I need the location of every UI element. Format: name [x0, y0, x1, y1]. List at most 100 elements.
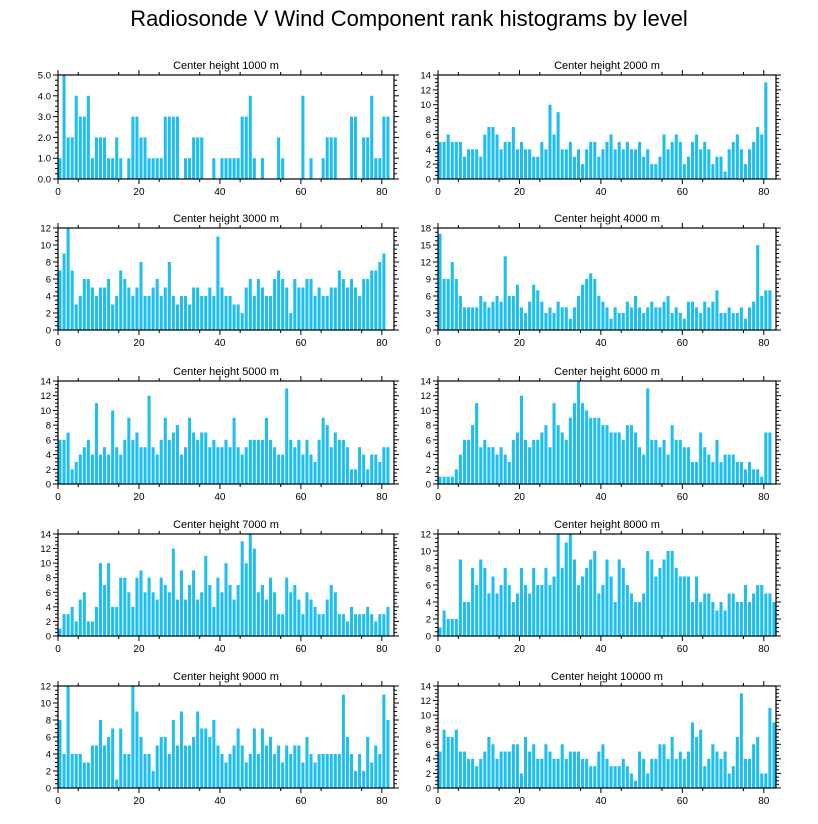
bar [252, 728, 256, 788]
y-tick-label: 10 [420, 711, 431, 722]
bar [135, 577, 139, 636]
y-tick-label: 10 [40, 406, 51, 417]
bar [511, 127, 515, 179]
y-tick-label: 6 [426, 435, 431, 446]
bar [524, 737, 528, 788]
y-tick-label: 6 [426, 292, 431, 303]
bar [107, 737, 111, 788]
bar [471, 425, 475, 484]
y-tick-label: 0 [46, 326, 51, 337]
bar [78, 754, 82, 788]
bar [325, 599, 329, 636]
bar [131, 686, 135, 788]
bar [633, 149, 638, 179]
y-tick-label: 8 [46, 716, 51, 727]
bar [183, 447, 188, 484]
bar [711, 301, 715, 330]
bar [135, 711, 139, 788]
bar [735, 602, 739, 636]
bar [682, 318, 686, 330]
y-tick-label: 1.0 [38, 154, 51, 165]
bar [378, 614, 382, 636]
bar [764, 773, 768, 788]
bar [200, 432, 204, 484]
bar [269, 439, 273, 484]
bar [475, 585, 479, 636]
y-tick-label: 6 [46, 733, 51, 744]
bar [462, 156, 466, 179]
bar [386, 447, 390, 484]
bar [699, 729, 703, 788]
bar [244, 287, 248, 330]
bar [703, 593, 707, 636]
bar [621, 149, 625, 179]
bar [695, 737, 699, 788]
bar [581, 576, 585, 636]
bar [264, 417, 269, 484]
bar [699, 602, 703, 636]
x-tick-label: 80 [376, 187, 388, 198]
bar [216, 577, 220, 636]
bar [589, 766, 593, 788]
bar [662, 134, 666, 179]
bar [646, 773, 650, 788]
bar [386, 606, 390, 636]
bar [564, 439, 568, 484]
x-tick-label: 0 [435, 644, 441, 655]
y-tick-label: 5.0 [38, 71, 51, 82]
bar [625, 766, 629, 788]
y-tick-label: 3 [426, 309, 431, 320]
bar [220, 754, 224, 788]
x-tick-label: 40 [214, 187, 226, 198]
bar [690, 141, 695, 179]
x-tick-label: 80 [758, 644, 770, 655]
bar [98, 720, 103, 788]
bar [735, 134, 739, 179]
bar [495, 454, 499, 484]
bar [462, 602, 466, 636]
bar [74, 304, 78, 330]
bar [78, 454, 82, 484]
bar [98, 454, 103, 484]
bar [731, 313, 735, 330]
x-tick-label: 40 [214, 338, 226, 349]
y-tick-label: 10 [420, 547, 431, 558]
x-tick-label: 0 [55, 796, 61, 807]
bar [256, 754, 260, 788]
bar [293, 745, 297, 788]
bar [625, 585, 629, 636]
bar [495, 758, 499, 788]
bar [167, 116, 171, 179]
bar [462, 439, 466, 484]
bar [228, 158, 232, 179]
x-tick-label: 0 [435, 187, 441, 198]
bar [143, 296, 147, 330]
y-tick-label: 4 [426, 598, 431, 609]
bar [629, 773, 633, 788]
bar [707, 307, 711, 330]
x-tick-label: 80 [376, 492, 388, 503]
bar [711, 164, 715, 179]
x-tick-label: 20 [133, 338, 145, 349]
bar [175, 304, 179, 330]
bar [349, 116, 354, 179]
bar [670, 425, 674, 484]
bar [220, 158, 224, 179]
bar [86, 279, 90, 330]
y-tick-label: 14 [420, 71, 431, 82]
x-tick-label: 40 [595, 338, 607, 349]
bar [143, 754, 147, 788]
bar [507, 141, 511, 179]
bar [236, 304, 240, 330]
bar [78, 599, 82, 636]
panel-title: Center height 8000 m [554, 519, 660, 531]
bar [228, 585, 232, 636]
bar [309, 599, 313, 636]
bar [548, 307, 552, 330]
bar [564, 149, 568, 179]
bar [131, 439, 135, 484]
bar [601, 149, 605, 179]
bar [674, 439, 678, 484]
bar [212, 720, 216, 788]
bar [633, 432, 638, 484]
